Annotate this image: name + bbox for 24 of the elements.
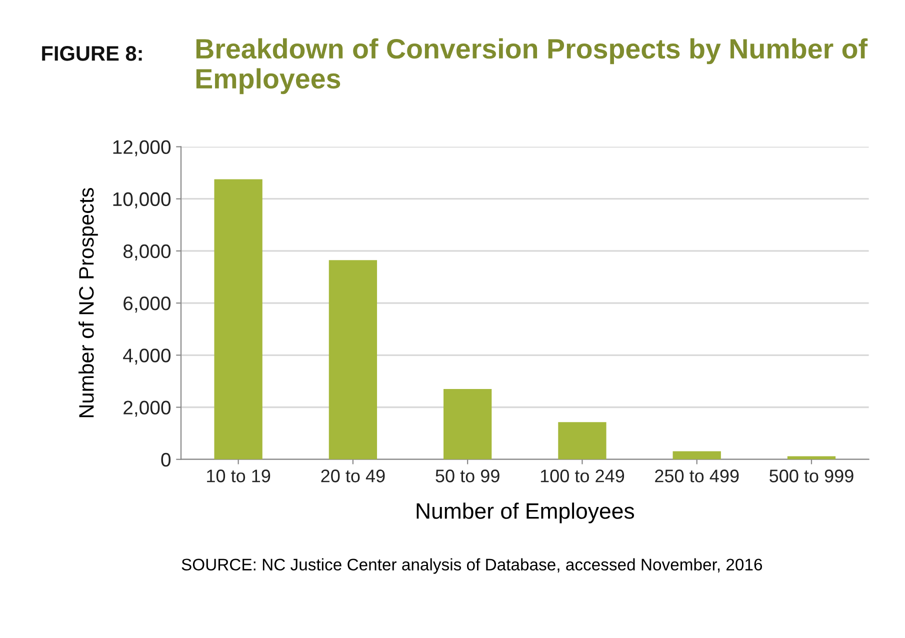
x-tick-label: 250 to 499 bbox=[655, 470, 739, 482]
y-tick-label: 0 bbox=[161, 452, 171, 467]
x-tick-label: 20 to 49 bbox=[321, 470, 385, 482]
x-tick-label: 500 to 999 bbox=[770, 470, 854, 482]
bar bbox=[214, 179, 262, 460]
y-tick-label: 8,000 bbox=[123, 244, 171, 260]
chart-subtitle: Breakdown of Conversion Prospects by Number of Employees bbox=[196, 38, 868, 94]
y-tick-label: 12,000 bbox=[113, 140, 171, 156]
y-tick-label: 6,000 bbox=[124, 296, 171, 313]
x-tick-label: 10 to 19 bbox=[207, 470, 270, 482]
bar bbox=[672, 451, 721, 460]
bar bbox=[328, 260, 378, 460]
source-note: SOURCE: NC Justice Center analysis of Database, accessed November, 2016 bbox=[182, 558, 762, 574]
x-axis-title: Number of Employees bbox=[416, 502, 634, 524]
y-tick-label: 10,000 bbox=[113, 192, 171, 208]
x-tick-label: 50 to 99 bbox=[436, 470, 500, 482]
y-tick-label: 2,000 bbox=[124, 400, 171, 417]
y-axis-title: Number of NC Prospects bbox=[78, 188, 98, 418]
x-tick-label: 100 to 249 bbox=[540, 470, 624, 482]
bar bbox=[444, 389, 492, 460]
chart-title: FIGURE 8: bbox=[42, 46, 142, 61]
bar bbox=[558, 422, 606, 460]
y-tick-label: 4,000 bbox=[123, 348, 171, 365]
bar bbox=[787, 456, 836, 460]
